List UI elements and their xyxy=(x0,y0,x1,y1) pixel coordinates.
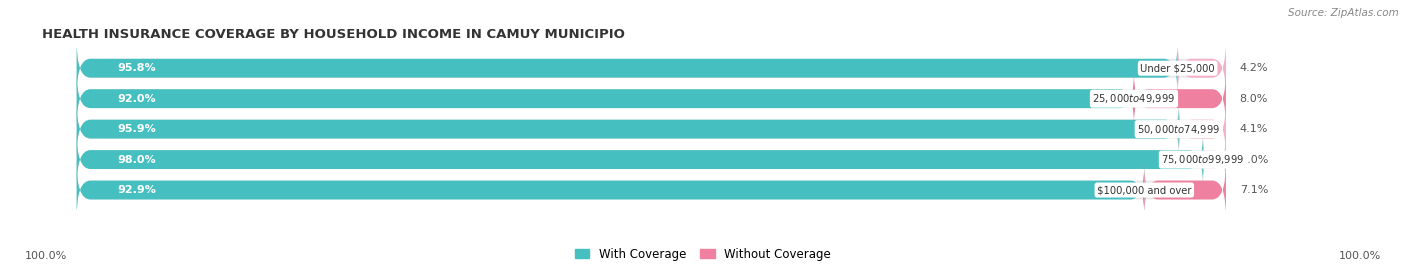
FancyBboxPatch shape xyxy=(77,41,1226,95)
Text: 92.9%: 92.9% xyxy=(117,185,156,195)
Text: 7.1%: 7.1% xyxy=(1240,185,1268,195)
Text: $25,000 to $49,999: $25,000 to $49,999 xyxy=(1092,92,1175,105)
FancyBboxPatch shape xyxy=(77,163,1144,217)
Text: $100,000 and over: $100,000 and over xyxy=(1097,185,1191,195)
Text: 4.1%: 4.1% xyxy=(1240,124,1268,134)
FancyBboxPatch shape xyxy=(77,132,1226,187)
FancyBboxPatch shape xyxy=(77,72,1226,126)
Text: 2.0%: 2.0% xyxy=(1240,155,1268,165)
Text: 92.0%: 92.0% xyxy=(117,94,156,104)
Text: 100.0%: 100.0% xyxy=(1339,251,1381,261)
Text: $50,000 to $74,999: $50,000 to $74,999 xyxy=(1137,123,1220,136)
Text: $75,000 to $99,999: $75,000 to $99,999 xyxy=(1161,153,1244,166)
Text: 4.2%: 4.2% xyxy=(1240,63,1268,73)
FancyBboxPatch shape xyxy=(1144,163,1226,217)
Text: 98.0%: 98.0% xyxy=(117,155,156,165)
Text: Under $25,000: Under $25,000 xyxy=(1140,63,1215,73)
Legend: With Coverage, Without Coverage: With Coverage, Without Coverage xyxy=(571,243,835,265)
FancyBboxPatch shape xyxy=(77,72,1135,126)
Text: 100.0%: 100.0% xyxy=(25,251,67,261)
FancyBboxPatch shape xyxy=(77,102,1178,156)
FancyBboxPatch shape xyxy=(1135,72,1226,126)
FancyBboxPatch shape xyxy=(1178,102,1226,156)
Text: Source: ZipAtlas.com: Source: ZipAtlas.com xyxy=(1288,8,1399,18)
Text: 95.8%: 95.8% xyxy=(117,63,156,73)
FancyBboxPatch shape xyxy=(1178,41,1226,95)
FancyBboxPatch shape xyxy=(77,102,1226,156)
FancyBboxPatch shape xyxy=(1204,132,1226,187)
Text: 8.0%: 8.0% xyxy=(1240,94,1268,104)
Text: 95.9%: 95.9% xyxy=(117,124,156,134)
FancyBboxPatch shape xyxy=(77,132,1204,187)
FancyBboxPatch shape xyxy=(77,163,1226,217)
Text: HEALTH INSURANCE COVERAGE BY HOUSEHOLD INCOME IN CAMUY MUNICIPIO: HEALTH INSURANCE COVERAGE BY HOUSEHOLD I… xyxy=(42,28,626,41)
FancyBboxPatch shape xyxy=(77,41,1178,95)
